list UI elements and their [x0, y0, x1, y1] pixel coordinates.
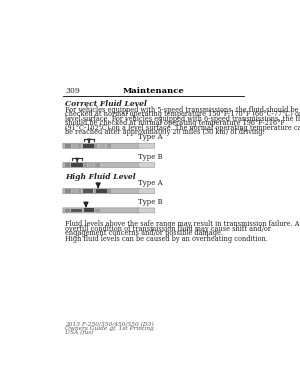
- Bar: [83, 144, 94, 148]
- Text: High Fluid Level: High Fluid Level: [65, 173, 136, 181]
- Bar: [100, 144, 105, 147]
- Bar: [65, 163, 70, 167]
- Text: should be checked at normal operating temperature 196°F-216°F: should be checked at normal operating te…: [65, 119, 285, 127]
- Text: (91°C-102°C) on a level surface. The normal operating temperature can: (91°C-102°C) on a level surface. The nor…: [65, 124, 300, 132]
- Bar: [65, 189, 71, 193]
- Bar: [83, 189, 93, 193]
- Bar: [88, 209, 94, 212]
- Text: Type A: Type A: [138, 133, 163, 141]
- Text: Owners Guide gf, 1st Printing: Owners Guide gf, 1st Printing: [65, 326, 154, 331]
- FancyBboxPatch shape: [138, 208, 155, 213]
- Bar: [71, 209, 82, 212]
- Bar: [78, 144, 81, 147]
- Bar: [71, 163, 82, 167]
- Text: Fluid levels above the safe range may result in transmission failure. An: Fluid levels above the safe range may re…: [65, 220, 300, 229]
- FancyBboxPatch shape: [63, 208, 140, 213]
- Text: engagement concerns and/or possible damage.: engagement concerns and/or possible dama…: [65, 229, 224, 237]
- Text: overfill condition of transmission fluid may cause shift and/or: overfill condition of transmission fluid…: [65, 225, 272, 233]
- Bar: [71, 163, 83, 167]
- Text: For vehicles equipped with 5-speed transmissions, the fluid should be: For vehicles equipped with 5-speed trans…: [65, 106, 299, 114]
- Bar: [84, 208, 94, 213]
- Bar: [94, 189, 98, 193]
- Text: Maintenance: Maintenance: [123, 87, 184, 95]
- Bar: [72, 144, 77, 147]
- Bar: [83, 144, 93, 147]
- Bar: [65, 144, 71, 147]
- FancyBboxPatch shape: [63, 143, 140, 148]
- Bar: [84, 163, 87, 167]
- Bar: [96, 189, 106, 193]
- Bar: [72, 189, 77, 193]
- Bar: [100, 189, 105, 193]
- Text: 309: 309: [65, 87, 80, 95]
- Text: High fluid levels can be caused by an overheating condition.: High fluid levels can be caused by an ov…: [65, 235, 268, 242]
- Bar: [106, 189, 111, 193]
- Text: Type B: Type B: [138, 198, 163, 206]
- Text: Type B: Type B: [138, 152, 163, 161]
- Bar: [65, 209, 70, 212]
- FancyBboxPatch shape: [63, 163, 140, 168]
- Bar: [95, 163, 100, 167]
- FancyBboxPatch shape: [63, 189, 140, 194]
- FancyBboxPatch shape: [138, 163, 155, 168]
- Bar: [88, 163, 94, 167]
- Bar: [106, 144, 111, 147]
- Bar: [78, 189, 81, 193]
- Text: Type A: Type A: [138, 179, 163, 187]
- FancyBboxPatch shape: [138, 189, 155, 194]
- Text: 2013 F-250/350/450/550 (D3): 2013 F-250/350/450/550 (D3): [65, 322, 154, 327]
- Bar: [94, 144, 98, 147]
- Bar: [84, 209, 87, 212]
- Text: checked at normal operating temperature 150°F-170°F (66°C-77°C) on a: checked at normal operating temperature …: [65, 110, 300, 118]
- Bar: [95, 209, 100, 212]
- Text: be reached after approximately 20 miles (30 km) of driving.: be reached after approximately 20 miles …: [65, 128, 265, 136]
- Text: level surface. For vehicles equipped with 6-speed transmissions, the fluid: level surface. For vehicles equipped wit…: [65, 115, 300, 123]
- FancyBboxPatch shape: [138, 143, 155, 148]
- Text: USA (fus): USA (fus): [65, 330, 94, 336]
- Text: Correct Fluid Level: Correct Fluid Level: [65, 100, 147, 109]
